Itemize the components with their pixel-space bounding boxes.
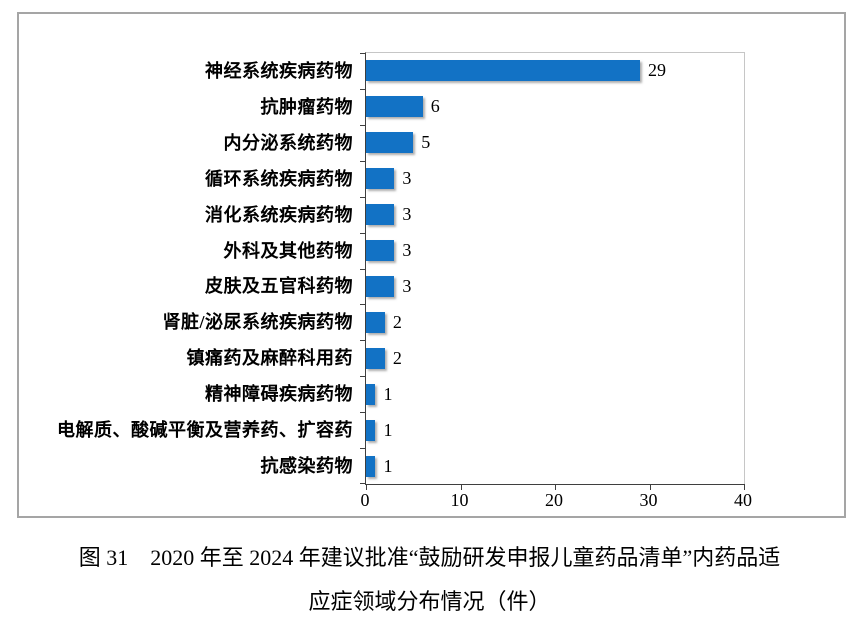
bar (366, 132, 414, 154)
bar (366, 96, 423, 118)
bar-value-label: 1 (383, 419, 393, 440)
y-axis-tick (360, 304, 365, 305)
category-label: 精神障碍疾病药物 (205, 384, 353, 405)
bar (366, 275, 395, 297)
category-label: 电解质、酸碱平衡及营养药、扩容药 (57, 420, 353, 441)
x-axis-labels: 0 10 20 30 40 (361, 490, 753, 514)
y-axis-tick (360, 125, 365, 126)
bar-value-label: 29 (648, 60, 667, 81)
x-axis-tick-label: 0 (360, 490, 370, 510)
y-axis-tick (360, 483, 365, 484)
category-label: 皮肤及五官科药物 (205, 276, 353, 297)
x-axis-tick (460, 484, 462, 490)
y-axis-tick (360, 161, 365, 162)
y-axis-tick (360, 233, 365, 234)
x-axis-tick-label: 40 (734, 490, 752, 510)
category-label: 肾脏/泌尿系统疾病药物 (162, 312, 353, 333)
y-axis-tick (360, 448, 365, 449)
y-axis-tick (360, 197, 365, 198)
category-label: 消化系统疾病药物 (205, 204, 353, 225)
bar-value-label: 3 (402, 275, 412, 296)
bar (366, 455, 376, 477)
bar-value-label: 2 (392, 311, 402, 332)
y-axis-tick (360, 376, 365, 377)
category-label: 外科及其他药物 (223, 240, 353, 261)
bar (366, 168, 395, 190)
y-axis-tick (360, 340, 365, 341)
category-label: 神经系统疾病药物 (205, 60, 353, 81)
y-axis-tick (360, 412, 365, 413)
bar-value-label: 1 (383, 383, 393, 404)
bar (366, 60, 641, 82)
caption-line-2: 应症领域分布情况（件） (308, 589, 551, 614)
bar (366, 347, 385, 369)
figure-caption: 图 31 2020 年至 2024 年建议批准“鼓励研发申报儿童药品清单”内药品… (0, 543, 859, 628)
category-label: 循环系统疾病药物 (205, 168, 353, 189)
x-axis-tick (744, 484, 745, 490)
x-axis-tick (366, 484, 367, 490)
category-label: 抗感染药物 (260, 456, 353, 477)
category-label: 镇痛药及麻醉科用药 (186, 348, 353, 369)
bar-value-label: 6 (430, 96, 440, 117)
x-axis-tick (555, 484, 556, 490)
x-axis-tick-label: 20 (545, 490, 563, 510)
x-axis-tick-label: 10 (450, 490, 469, 510)
category-label: 内分泌系统药物 (223, 132, 353, 153)
bar-value-label: 2 (392, 347, 402, 368)
y-axis-tick (360, 89, 365, 90)
category-label: 抗肿瘤药物 (260, 96, 353, 117)
bar (366, 383, 376, 405)
bar-value-label: 3 (402, 240, 412, 261)
plot-area: 29 6 5 3 3 3 3 2 2 1 1 1 (360, 52, 745, 490)
bar (366, 419, 376, 441)
caption-line-1: 图 31 2020 年至 2024 年建议批准“鼓励研发申报儿童药品清单”内药品… (78, 545, 781, 570)
y-axis-tick (360, 53, 365, 54)
bar-value-label: 3 (402, 204, 412, 225)
bar-value-label: 5 (421, 132, 431, 153)
x-axis-tick-label: 30 (639, 490, 658, 510)
category-labels-column: 神经系统疾病药物抗肿瘤药物内分泌系统药物循环系统疾病药物 消化系统疾病药物外科及其… (0, 52, 353, 483)
bar-value-label: 1 (383, 455, 393, 476)
y-axis-tick (360, 269, 365, 270)
bar (366, 311, 385, 333)
bar (366, 204, 395, 226)
bar-value-label: 3 (402, 168, 412, 189)
x-axis-tick (649, 484, 651, 490)
bar (366, 240, 395, 262)
